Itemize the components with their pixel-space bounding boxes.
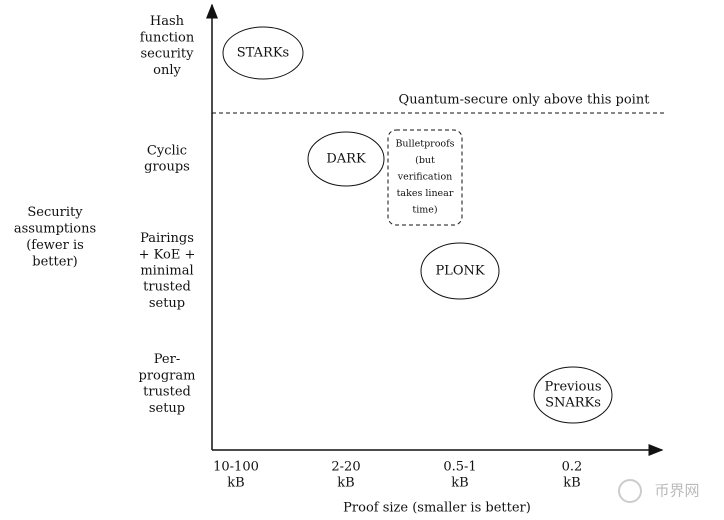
x-category-label: 0.5-1	[443, 460, 476, 475]
y-category-label: setup	[149, 401, 185, 416]
node-shape	[533, 366, 613, 424]
node-shape	[307, 131, 385, 187]
y-axis-label: better)	[32, 254, 77, 269]
node-label: DARK	[326, 152, 366, 167]
y-category-label: minimal	[140, 264, 193, 279]
node-label: Bulletproofs	[395, 139, 454, 150]
y-axis-label: assumptions	[14, 221, 96, 236]
y-category-label: program	[139, 368, 196, 383]
x-category-label: 10-100	[213, 460, 259, 475]
y-category-label: only	[153, 63, 181, 78]
watermark-icon	[618, 479, 642, 503]
y-category-label: Cyclic	[147, 143, 187, 158]
node-label: STARKs	[237, 46, 289, 61]
y-category-label: trusted	[143, 385, 191, 400]
y-axis-label: (fewer is	[26, 238, 84, 253]
y-category-label: security	[141, 47, 195, 62]
x-category-label: kB	[563, 476, 580, 491]
node-shape	[387, 129, 463, 226]
x-category-label: 0.2	[562, 460, 583, 475]
y-axis-label: Security	[27, 205, 83, 220]
node-shape	[222, 26, 304, 80]
y-category-label: Hash	[150, 14, 185, 29]
node-label: takes linear	[397, 188, 454, 199]
y-category-label: + KoE +	[139, 247, 196, 262]
node-label: time)	[412, 205, 437, 216]
x-category-label: kB	[337, 476, 354, 491]
x-category-label: 2-20	[331, 460, 360, 475]
node-label: verification	[397, 172, 453, 183]
y-category-label: groups	[144, 160, 190, 175]
node-label: (but	[415, 155, 435, 166]
y-category-label: setup	[149, 296, 185, 311]
y-category-label: Pairings	[140, 231, 194, 246]
y-category-label: trusted	[143, 280, 191, 295]
y-category-label: Per-	[154, 352, 180, 367]
node-shape	[420, 242, 500, 300]
x-category-label: kB	[451, 476, 468, 491]
node-label: PLONK	[435, 264, 484, 279]
y-category-label: function	[140, 30, 195, 45]
watermark: 币界网	[654, 482, 699, 500]
x-category-label: kB	[227, 476, 244, 491]
x-axis-label: Proof size (smaller is better)	[343, 501, 531, 516]
node-label: Previous	[544, 380, 601, 395]
node-label: SNARKs	[545, 396, 601, 411]
threshold-label: Quantum-secure only above this point	[399, 93, 651, 108]
